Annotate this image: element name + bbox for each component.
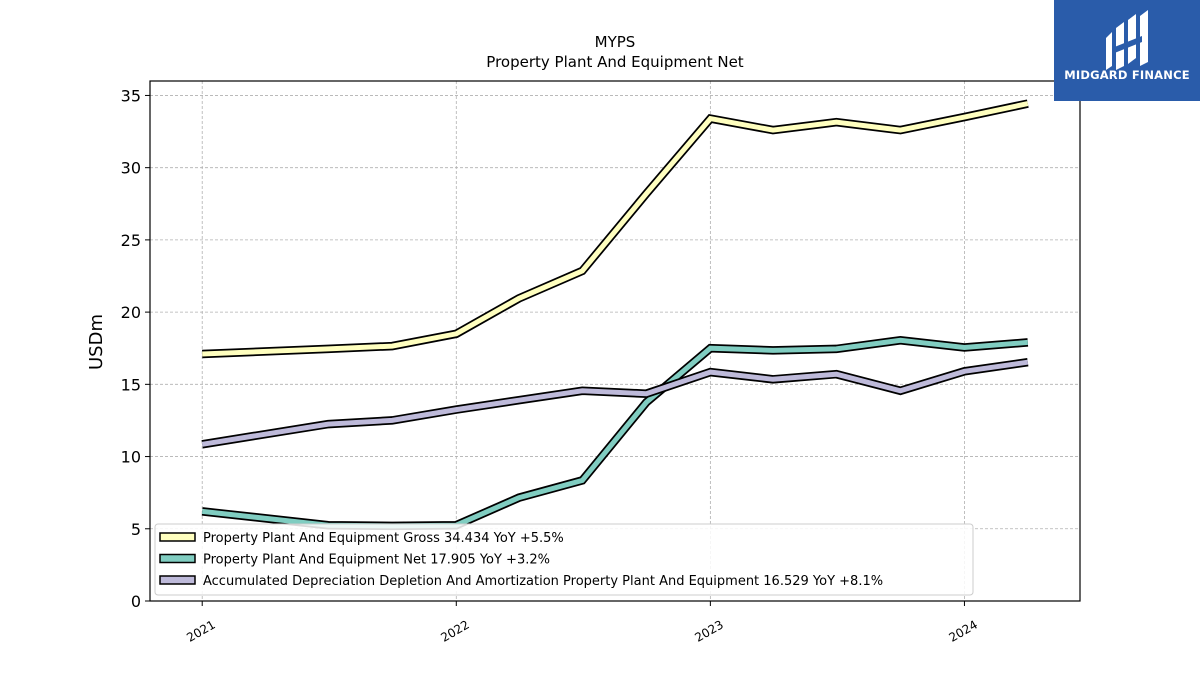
y-tick-label: 30 (121, 159, 141, 178)
legend-label-2: Property Plant And Equipment Net 17.905 … (203, 553, 550, 568)
series-line-outline-3 (201, 357, 1029, 449)
legend-box (154, 523, 974, 596)
y-tick-label: 25 (121, 231, 141, 250)
y-tick-label: 5 (131, 520, 141, 539)
y-tick-label: 35 (121, 86, 141, 105)
legend: Property Plant And Equipment Gross 34.43… (154, 523, 974, 596)
series-line-3 (201, 359, 1029, 447)
x-tick-label: 2022 (438, 617, 471, 644)
plot-frame (149, 80, 1081, 602)
x-tick-label: 2024 (946, 617, 979, 644)
x-tick-label: 2023 (692, 617, 725, 644)
y-axis-label: USDm (86, 314, 107, 370)
series-line-2 (201, 337, 1029, 529)
brand-mark-icon (1106, 10, 1148, 70)
y-tick-label: 10 (121, 448, 141, 467)
y-tick-label: 0 (131, 592, 141, 611)
series-line-outline-2 (201, 336, 1029, 531)
legend-label-3: Accumulated Depreciation Depletion And A… (203, 574, 883, 589)
legend-swatch-2 (159, 553, 196, 564)
legend-label-1: Property Plant And Equipment Gross 34.43… (203, 531, 564, 546)
brand-logo: MIDGARD FINANCE (1054, 0, 1200, 101)
series-line-1 (202, 101, 1029, 357)
legend-swatch-3 (159, 575, 196, 585)
chart-title: MYPS (595, 33, 636, 51)
chart-subtitle: Property Plant And Equipment Net (486, 53, 743, 71)
x-tick-label: 2021 (184, 617, 217, 644)
series-group (201, 99, 1029, 531)
y-tick-label: 15 (121, 375, 141, 394)
brand-name: MIDGARD FINANCE (1064, 68, 1190, 82)
y-tick-label: 20 (121, 303, 141, 322)
legend-swatch-1 (159, 532, 196, 542)
